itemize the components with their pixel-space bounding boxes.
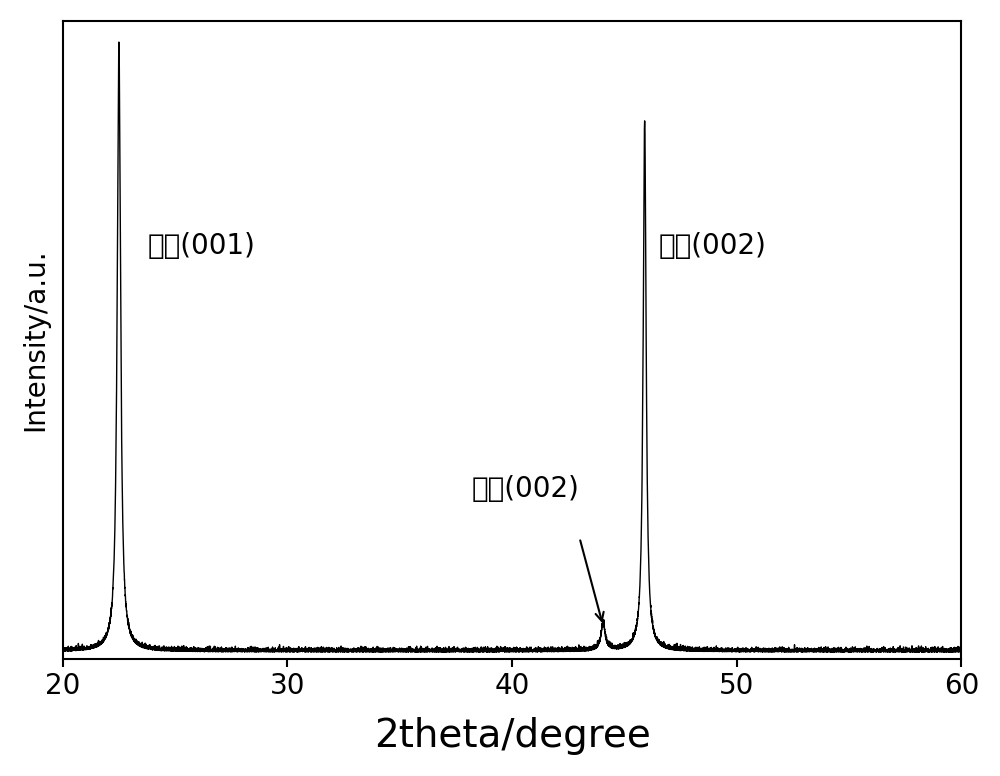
Y-axis label: Intensity/a.u.: Intensity/a.u. [21, 249, 49, 431]
Text: 衬底(001): 衬底(001) [148, 232, 256, 260]
Text: 薄膜(002): 薄膜(002) [472, 475, 580, 503]
Text: 衬底(002): 衬底(002) [658, 232, 766, 260]
X-axis label: 2theta/degree: 2theta/degree [374, 717, 651, 755]
